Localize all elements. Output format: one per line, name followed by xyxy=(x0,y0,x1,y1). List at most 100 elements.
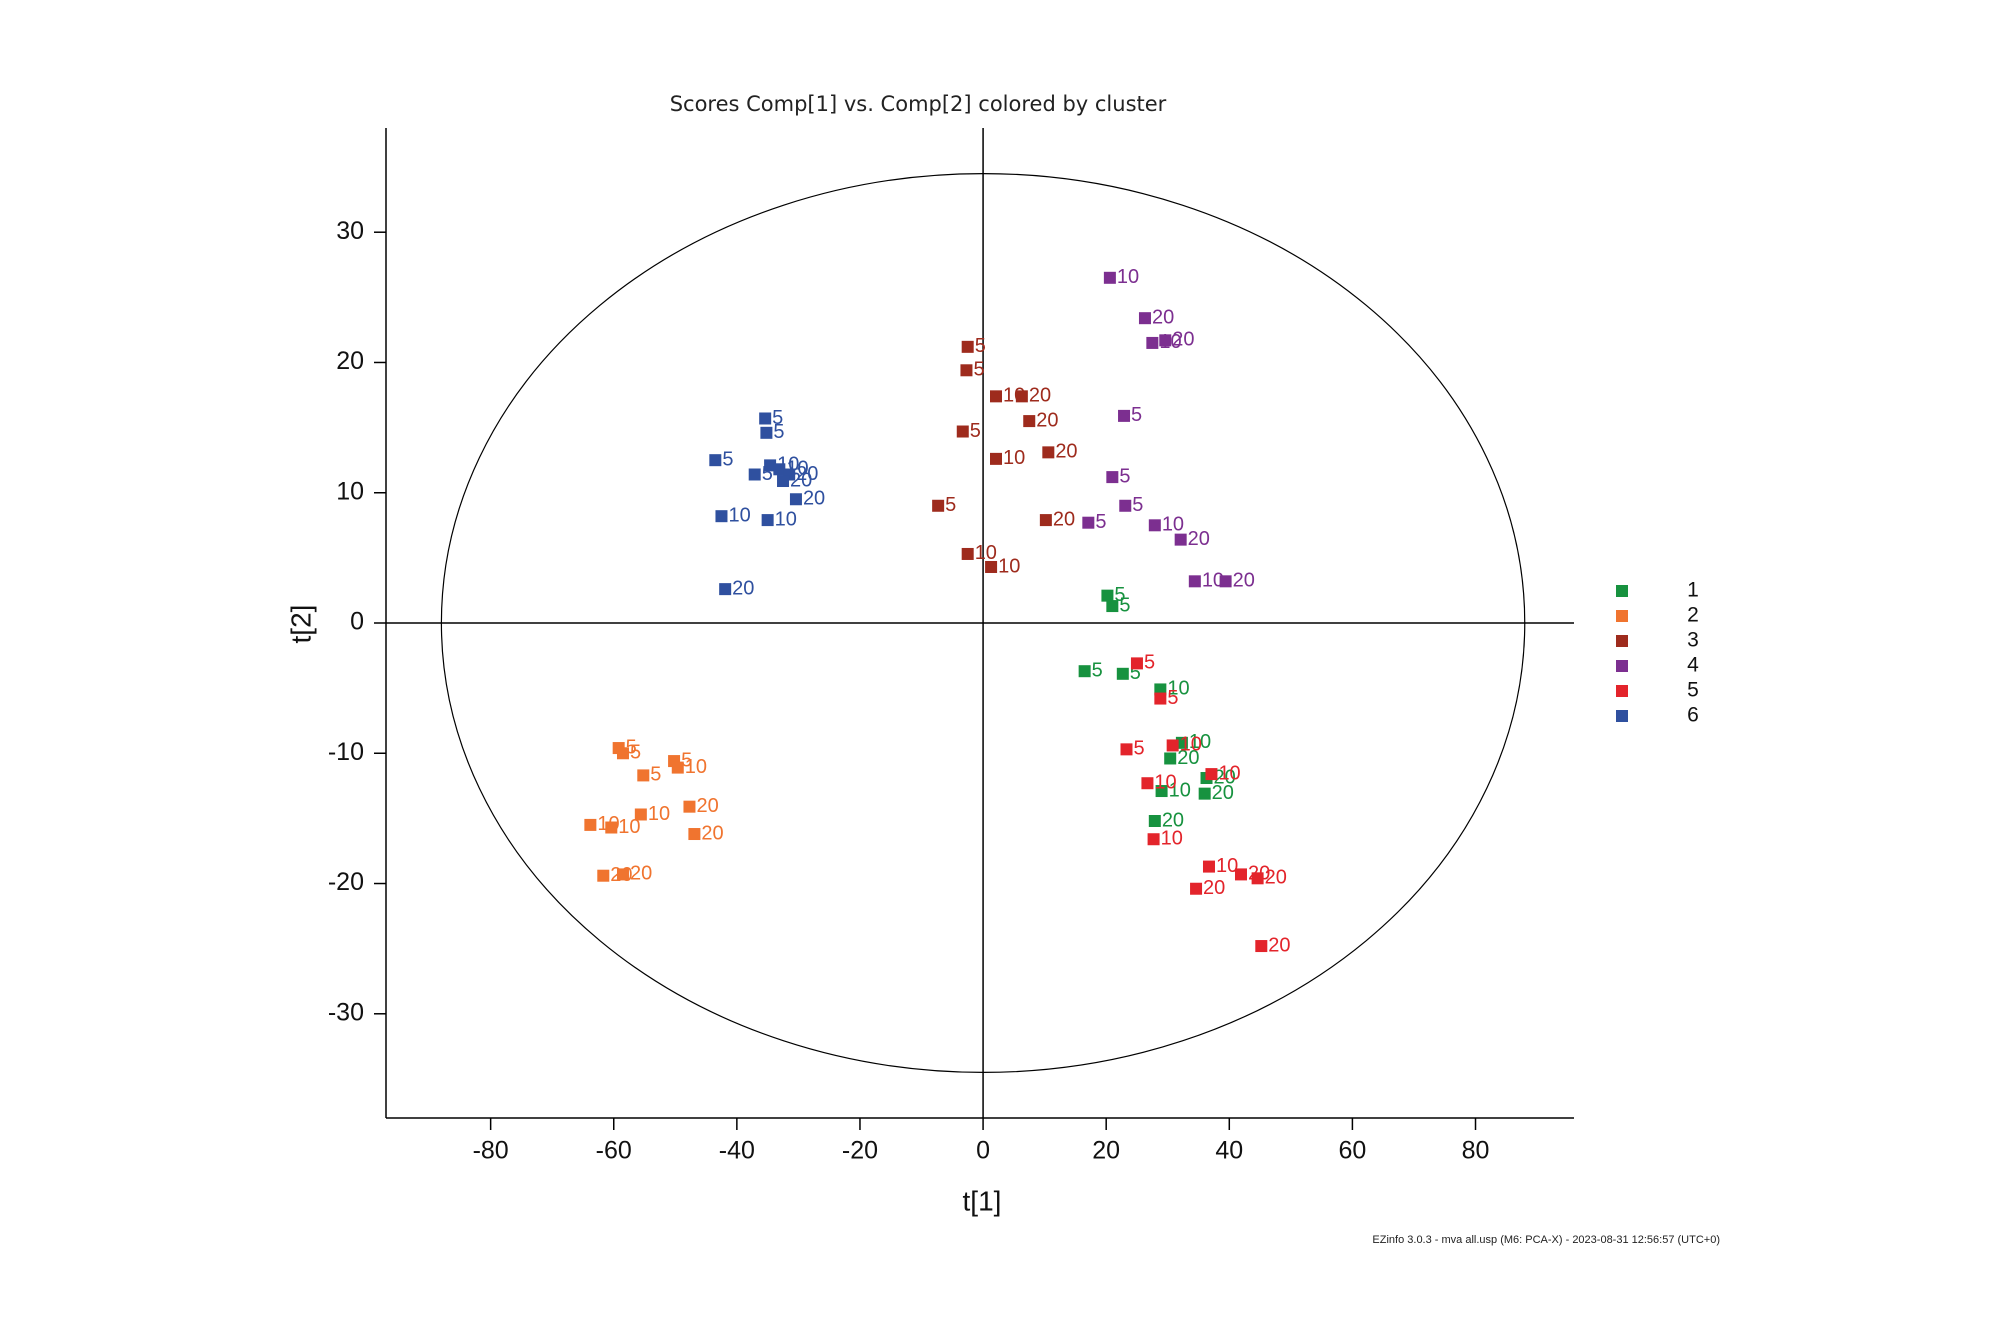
point xyxy=(1188,575,1201,588)
point xyxy=(1147,833,1160,846)
x-tick-label: -20 xyxy=(842,1137,878,1165)
point xyxy=(683,800,696,813)
legend-swatch xyxy=(1616,635,1628,647)
point xyxy=(1082,516,1095,529)
point-label: 10 xyxy=(1216,855,1238,877)
point xyxy=(1155,785,1168,798)
point xyxy=(719,583,732,596)
legend-swatch xyxy=(1616,685,1628,697)
point xyxy=(1164,752,1177,765)
point-label: 10 xyxy=(1180,734,1202,756)
point-label: 20 xyxy=(1053,508,1075,530)
point xyxy=(985,560,998,573)
y-axis-label: t[2] xyxy=(285,605,316,644)
point-label: 20 xyxy=(1212,782,1234,804)
point-label: 20 xyxy=(1152,306,1174,328)
point-label: 20 xyxy=(1029,385,1051,407)
point-label: 20 xyxy=(1268,934,1290,956)
point xyxy=(764,459,777,472)
x-tick-label: 40 xyxy=(1215,1137,1243,1165)
point-label: 5 xyxy=(762,463,773,485)
point-label: 10 xyxy=(685,756,707,778)
legend-swatch xyxy=(1616,660,1628,672)
point-label: 10 xyxy=(648,803,670,825)
point xyxy=(1198,787,1211,800)
point-label: 5 xyxy=(970,420,981,442)
point-label: 5 xyxy=(626,736,637,758)
point xyxy=(990,452,1003,465)
point xyxy=(1039,514,1052,527)
point xyxy=(1148,815,1161,827)
legend-label: 4 xyxy=(1687,654,1699,677)
x-tick-label: 60 xyxy=(1338,1137,1366,1165)
point-label: 5 xyxy=(1133,738,1144,760)
point xyxy=(956,425,969,438)
legend-label: 1 xyxy=(1687,579,1699,602)
point xyxy=(789,493,802,506)
point-label: 5 xyxy=(1132,494,1143,516)
y-tick-label: -20 xyxy=(328,868,364,896)
point-label: 5 xyxy=(1092,659,1103,681)
point-label: 10 xyxy=(1169,779,1191,801)
point-label: 20 xyxy=(790,469,812,491)
point-label: 5 xyxy=(1114,584,1125,606)
point xyxy=(932,499,945,512)
point xyxy=(1174,533,1187,546)
point xyxy=(961,547,974,560)
y-tick-label: 0 xyxy=(350,608,364,636)
point-label: 10 xyxy=(618,816,640,838)
x-tick-label: -40 xyxy=(719,1137,755,1165)
y-tick-label: -10 xyxy=(328,738,364,766)
point xyxy=(1118,409,1131,422)
point-label: 5 xyxy=(1167,687,1178,709)
point xyxy=(616,747,629,760)
y-tick-label: -30 xyxy=(328,998,364,1026)
y-tick-label: 20 xyxy=(336,347,364,375)
point xyxy=(584,818,597,831)
point-label: 10 xyxy=(1202,570,1224,592)
legend-swatch xyxy=(1616,610,1628,622)
point xyxy=(1141,777,1154,790)
point-label: 20 xyxy=(630,863,652,885)
point xyxy=(1116,667,1129,680)
point xyxy=(634,808,647,821)
point-label: 10 xyxy=(728,504,750,526)
point xyxy=(1119,499,1132,512)
point xyxy=(1251,872,1264,885)
point-label: 5 xyxy=(1130,662,1141,684)
point-label: 5 xyxy=(650,764,661,786)
legend-swatch xyxy=(1616,710,1628,722)
x-tick-label: 20 xyxy=(1092,1137,1120,1165)
point xyxy=(1175,736,1188,749)
point-label: 10 xyxy=(1117,266,1139,288)
point xyxy=(990,390,1003,403)
point xyxy=(1166,739,1179,752)
point xyxy=(1101,589,1114,602)
point-label: 10 xyxy=(1162,514,1184,536)
confidence-ellipse xyxy=(440,172,1526,1074)
point-label: 20 xyxy=(1162,809,1184,831)
x-axis-label: t[1] xyxy=(963,1185,1002,1216)
point-label: 20 xyxy=(732,577,754,599)
point-label: 20 xyxy=(696,795,718,817)
point xyxy=(1146,336,1159,349)
chart-title: Scores Comp[1] vs. Comp[2] colored by cl… xyxy=(670,92,1167,116)
point-label: 5 xyxy=(681,749,692,771)
point-label: 5 xyxy=(630,742,641,764)
x-tick-label: -60 xyxy=(596,1137,632,1165)
point xyxy=(1202,860,1215,873)
point-label: 5 xyxy=(1131,404,1142,426)
point-label: 5 xyxy=(773,421,784,443)
point-label: 10 xyxy=(775,508,797,530)
point xyxy=(1234,868,1247,881)
point xyxy=(1078,665,1091,678)
point xyxy=(709,454,722,467)
legend-label: 5 xyxy=(1687,679,1699,702)
point xyxy=(688,828,701,841)
point-label: 10 xyxy=(1161,828,1183,850)
point-label: 10 xyxy=(1167,678,1189,700)
point xyxy=(1255,940,1268,953)
legend-label: 6 xyxy=(1687,704,1699,727)
point-label: 20 xyxy=(803,488,825,510)
